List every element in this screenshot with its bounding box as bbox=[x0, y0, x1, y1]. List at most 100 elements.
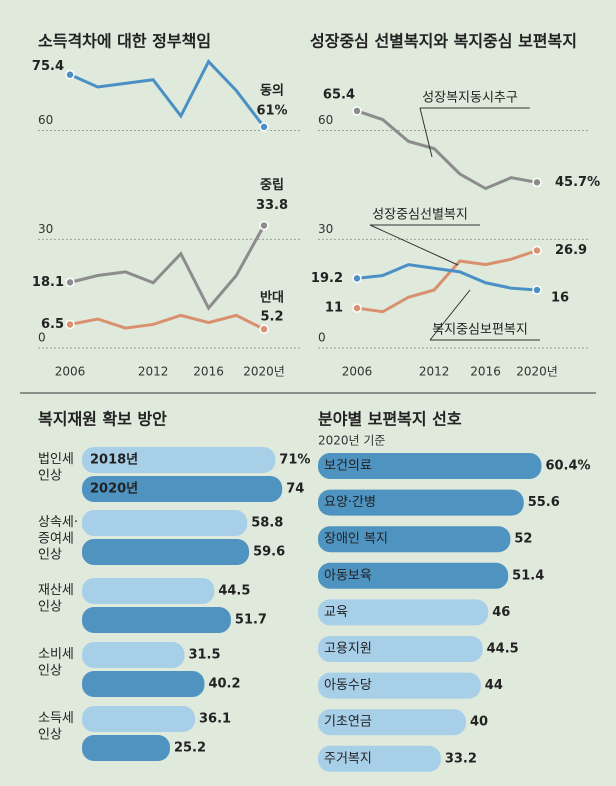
y-tick-label: 60 bbox=[38, 113, 53, 127]
bar bbox=[82, 476, 283, 502]
point bbox=[65, 277, 75, 288]
x-tick-label: 2016 bbox=[193, 365, 224, 379]
value-label: 40 bbox=[470, 715, 488, 730]
value-label: 19.2 bbox=[311, 271, 343, 286]
point bbox=[65, 319, 75, 330]
bar bbox=[318, 709, 466, 736]
bar bbox=[318, 672, 481, 699]
value-label: 33.2 bbox=[445, 751, 477, 766]
x-tick-label: 2006 bbox=[342, 365, 373, 379]
category-label: 장애인 복지 bbox=[324, 532, 388, 547]
series-label: 동의 bbox=[260, 82, 284, 98]
y-tick-label: 0 bbox=[318, 331, 326, 345]
bar bbox=[82, 735, 170, 761]
category-label: 법인세 인상 bbox=[38, 452, 74, 483]
category-label: 재산세 인상 bbox=[38, 583, 74, 614]
y-tick-label: 30 bbox=[318, 222, 333, 236]
line bbox=[69, 313, 265, 331]
bar bbox=[318, 599, 489, 626]
value-label: 75.4 bbox=[32, 59, 64, 74]
value-label: 25.2 bbox=[174, 741, 206, 756]
bar bbox=[82, 671, 205, 697]
series-label: 반대 bbox=[260, 290, 284, 306]
bar bbox=[82, 607, 231, 633]
value-label: 58.8 bbox=[251, 516, 283, 531]
category-label: 상속세· 증여세 인상 bbox=[38, 515, 78, 563]
value-label: 26.9 bbox=[555, 243, 587, 258]
line bbox=[69, 224, 266, 311]
x-tick-label: 2012 bbox=[419, 365, 450, 379]
series-label: 성장중심선별복지 bbox=[372, 208, 468, 223]
value-label: 46 bbox=[492, 605, 510, 620]
chart-title: 복지재원 확보 방안 bbox=[38, 410, 167, 429]
point bbox=[532, 177, 542, 188]
value-label: 40.2 bbox=[208, 677, 240, 692]
line bbox=[356, 249, 538, 314]
value-label: 60.4% bbox=[545, 459, 590, 474]
point bbox=[352, 273, 362, 284]
category-label: 보건의료 bbox=[324, 459, 372, 474]
line bbox=[356, 109, 538, 191]
chart-title: 소득격차에 대한 정부책임 bbox=[38, 32, 211, 51]
value-label: 31.5 bbox=[188, 648, 220, 663]
category-label: 주거복지 bbox=[324, 751, 372, 766]
category-label: 고용지원 bbox=[324, 642, 372, 657]
point bbox=[259, 220, 269, 231]
series-label: 복지중심보편복지 bbox=[432, 323, 528, 338]
category-label: 소비세 인상 bbox=[38, 647, 74, 678]
point bbox=[259, 324, 269, 334]
value-label: 18.1 bbox=[32, 275, 64, 290]
bar bbox=[318, 745, 441, 772]
bar bbox=[318, 489, 524, 516]
point bbox=[65, 69, 75, 80]
value-label: 74 bbox=[286, 482, 304, 497]
point bbox=[259, 122, 269, 132]
bar bbox=[82, 510, 248, 536]
value-label: 16 bbox=[551, 291, 569, 306]
y-tick-label: 0 bbox=[38, 331, 46, 345]
bar bbox=[82, 578, 215, 604]
point bbox=[352, 303, 362, 313]
value-label: 11 bbox=[325, 301, 343, 316]
bar bbox=[82, 447, 276, 473]
value-label: 61% bbox=[256, 103, 287, 118]
bar bbox=[318, 453, 542, 479]
category-label: 아동수당 bbox=[324, 678, 372, 693]
leader-line bbox=[429, 289, 471, 341]
value-label: 59.6 bbox=[253, 545, 285, 560]
category-label: 아동보육 bbox=[324, 568, 372, 583]
bar bbox=[82, 539, 250, 565]
bar bbox=[318, 526, 511, 553]
category-label: 기초연금 bbox=[324, 715, 372, 730]
x-tick-label: 2006 bbox=[55, 365, 86, 379]
bar bbox=[82, 706, 196, 732]
bar bbox=[318, 636, 483, 662]
series-label: 중립 bbox=[260, 178, 284, 193]
point bbox=[352, 106, 362, 116]
y-tick-label: 30 bbox=[38, 222, 53, 236]
category-label: 요양·간병 bbox=[324, 495, 376, 510]
value-label: 51.4 bbox=[512, 568, 544, 583]
bar bbox=[82, 642, 185, 668]
value-label: 5.2 bbox=[260, 310, 283, 325]
value-label: 6.5 bbox=[41, 317, 64, 332]
value-label: 52 bbox=[514, 532, 532, 547]
value-label: 55.6 bbox=[528, 495, 560, 510]
x-tick-label: 2012 bbox=[138, 365, 169, 379]
bar bbox=[318, 562, 509, 589]
x-tick-label: 2016 bbox=[470, 365, 501, 379]
value-label: 33.8 bbox=[256, 198, 288, 213]
point bbox=[532, 245, 542, 256]
leader-line bbox=[419, 107, 433, 158]
legend-label: 2018년 bbox=[90, 453, 138, 468]
leader-line bbox=[369, 224, 459, 266]
y-tick-label: 60 bbox=[318, 113, 333, 127]
line bbox=[356, 263, 538, 292]
chart-title: 성장중심 선별복지와 복지중심 보편복지 bbox=[310, 32, 577, 51]
series-label: 성장복지동시추구 bbox=[422, 91, 518, 106]
value-label: 44.5 bbox=[218, 584, 250, 599]
line bbox=[69, 59, 266, 128]
value-label: 44 bbox=[485, 678, 503, 693]
chart-title: 분야별 보편복지 선호 bbox=[318, 410, 462, 429]
